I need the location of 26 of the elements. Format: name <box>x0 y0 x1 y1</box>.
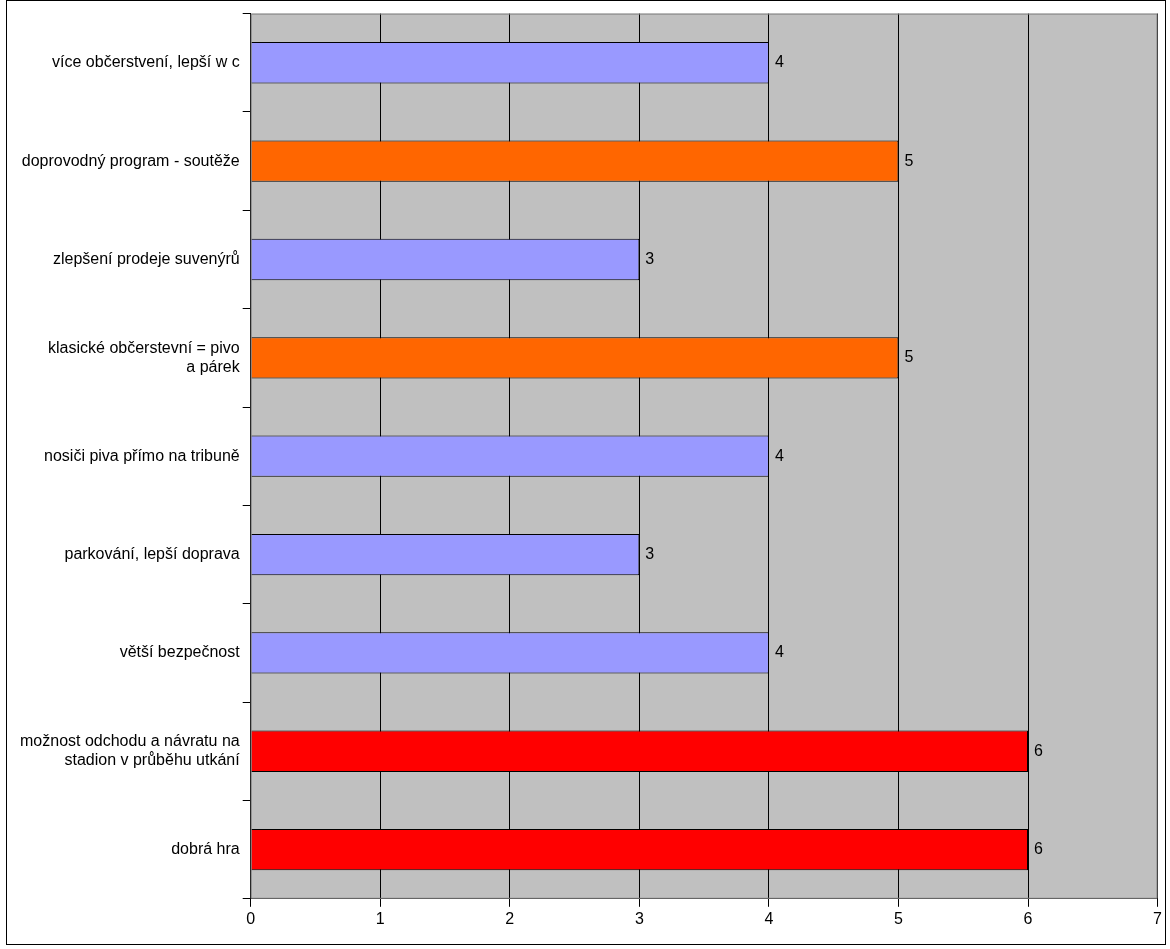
x-tick-label: 7 <box>1153 909 1163 927</box>
data-label: 3 <box>645 249 655 267</box>
data-label: 6 <box>1034 840 1043 858</box>
data-label: 5 <box>904 151 914 169</box>
data-label: 5 <box>904 348 914 366</box>
y-tick-label: více občerstvení, lepší w c <box>52 53 240 71</box>
y-tick-label: větší bezpečnost <box>119 643 241 661</box>
y-tick-label: dobrá hra <box>171 840 240 858</box>
y-tick-label: zlepšení prodeje suvenýrů <box>52 249 240 267</box>
x-tick-label: 5 <box>894 909 903 927</box>
y-tick-label: doprovodný program - soutěže <box>21 151 240 169</box>
x-tick-label: 3 <box>634 909 644 927</box>
data-label: 4 <box>774 53 784 71</box>
data-label: 3 <box>645 544 655 562</box>
x-tick-label: 0 <box>246 909 256 927</box>
x-tick-label: 4 <box>764 909 774 927</box>
y-tick-label: nosiči piva přímo na tribuně <box>44 446 240 464</box>
data-label: 4 <box>774 643 784 661</box>
y-tick-label: klasické občerstevní = pivo a párek <box>48 338 241 375</box>
data-label: 6 <box>1034 741 1043 759</box>
x-tick-label: 1 <box>375 909 385 927</box>
y-tick-label: možnost odchodu a návratu na stadion v průběhu utkání <box>20 732 241 769</box>
x-tick-label: 2 <box>505 909 515 927</box>
y-tick-label: parkování, lepší doprava <box>64 544 240 562</box>
data-label: 4 <box>774 446 784 464</box>
x-tick-label: 6 <box>1023 909 1033 927</box>
